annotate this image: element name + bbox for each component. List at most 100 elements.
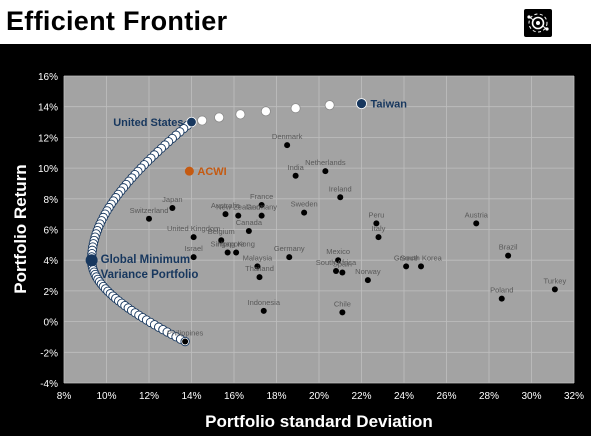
country-point xyxy=(473,220,480,227)
country-label: India xyxy=(287,163,304,172)
country-label: Turkey xyxy=(544,276,567,285)
country-point xyxy=(286,254,293,261)
country-label: Australia xyxy=(211,201,241,210)
country-label: Poland xyxy=(490,286,513,295)
network-gear-icon[interactable] xyxy=(524,9,552,37)
highlight-points: United States Taiwan ACWI Global Minimum Var… xyxy=(85,98,407,281)
gmv-label: Global Minimum Variance Portfolio xyxy=(101,254,199,281)
country-label: Mexico xyxy=(326,247,350,256)
country-label: Belgium xyxy=(208,227,235,236)
country-point xyxy=(337,194,344,201)
country-label: New Zealand xyxy=(216,203,260,212)
x-tick-label: 14% xyxy=(181,391,201,402)
country-label: France xyxy=(250,192,273,201)
country-point xyxy=(335,257,342,264)
y-tick-label: 10% xyxy=(38,164,58,175)
country-label: Philippines xyxy=(167,329,204,338)
y-tick-label: 2% xyxy=(44,287,59,298)
country-point xyxy=(551,286,558,293)
page-title: Efficient Frontier xyxy=(6,6,228,36)
country-label: United Kingdom xyxy=(167,224,220,233)
country-label: Germany xyxy=(246,203,277,212)
frontier-extension-point xyxy=(197,115,208,126)
country-label: Italy xyxy=(372,224,386,233)
country-label: Austria xyxy=(465,210,489,219)
country-label: Indonesia xyxy=(247,298,280,307)
x-tick-label: 20% xyxy=(309,391,329,402)
country-point xyxy=(284,142,291,149)
country-point xyxy=(190,234,197,241)
x-tick-label: 30% xyxy=(521,391,541,402)
united-states-point xyxy=(186,116,197,128)
country-label: Greece xyxy=(394,253,419,262)
country-label: South Africa xyxy=(316,258,357,267)
country-label: Sweden xyxy=(291,200,318,209)
y-tick-label: -4% xyxy=(40,379,58,390)
y-tick-label: 0% xyxy=(44,318,59,329)
country-point xyxy=(169,205,176,212)
x-tick-label: 24% xyxy=(394,391,414,402)
country-point xyxy=(333,267,339,274)
country-label: Norway xyxy=(355,267,381,276)
country-label: Netherlands xyxy=(305,158,346,167)
x-tick-label: 18% xyxy=(266,391,286,402)
gmv-point xyxy=(85,254,98,267)
country-point xyxy=(235,212,242,219)
country-label: Japan xyxy=(162,195,182,204)
acwi-point xyxy=(184,166,194,176)
x-tick-label: 26% xyxy=(436,391,456,402)
country-label: Canada xyxy=(236,218,263,227)
frontier-curve xyxy=(86,100,335,347)
country-point xyxy=(224,249,231,256)
frontier-extension-point xyxy=(235,109,246,120)
country-point xyxy=(364,277,371,284)
country-point xyxy=(256,274,263,281)
y-tick-label: 14% xyxy=(38,103,58,114)
country-label: Chile xyxy=(334,299,351,308)
country-label: Peru xyxy=(368,210,384,219)
network-gear-icon-svg xyxy=(527,13,549,33)
country-point xyxy=(339,269,346,276)
country-point xyxy=(260,307,267,314)
country-point xyxy=(322,168,329,175)
y-tick-label: 8% xyxy=(44,195,59,206)
acwi-label: ACWI xyxy=(197,166,226,178)
country-point xyxy=(418,263,424,270)
x-tick-label: 16% xyxy=(224,391,244,402)
y-tick-label: -2% xyxy=(40,348,58,359)
country-point xyxy=(254,263,261,270)
country-point xyxy=(245,228,252,235)
header-bar: Efficient Frontier xyxy=(0,0,591,44)
country-point xyxy=(403,263,410,270)
country-point xyxy=(375,234,382,241)
y-tick-label: 16% xyxy=(38,72,58,83)
country-label: Singapore xyxy=(211,240,245,249)
country-point xyxy=(339,309,346,316)
x-tick-label: 8% xyxy=(57,391,72,402)
united-states-label: United States xyxy=(113,117,183,129)
frontier-extension-point xyxy=(214,112,225,123)
x-tick-label: 12% xyxy=(139,391,159,402)
country-point xyxy=(218,237,225,244)
country-label: Germany xyxy=(274,244,305,253)
country-label: Ireland xyxy=(329,184,352,193)
country-point xyxy=(258,201,265,208)
country-point xyxy=(222,211,229,218)
x-tick-label: 22% xyxy=(351,391,371,402)
country-label: Spain xyxy=(333,259,352,268)
country-point xyxy=(258,212,265,219)
y-axis-label: Portfolio Return xyxy=(11,164,30,293)
x-tick-label: 32% xyxy=(564,391,584,402)
taiwan-point xyxy=(356,98,367,110)
country-label: Hong Kong xyxy=(217,240,255,249)
x-tick-label: 28% xyxy=(479,391,499,402)
country-label: Israel xyxy=(184,244,203,253)
frontier-extension-point xyxy=(290,103,301,114)
country-label: Denmark xyxy=(272,132,303,141)
country-point xyxy=(373,220,380,227)
country-point xyxy=(146,215,152,222)
country-label: South Korea xyxy=(400,253,443,262)
country-point xyxy=(182,338,189,345)
